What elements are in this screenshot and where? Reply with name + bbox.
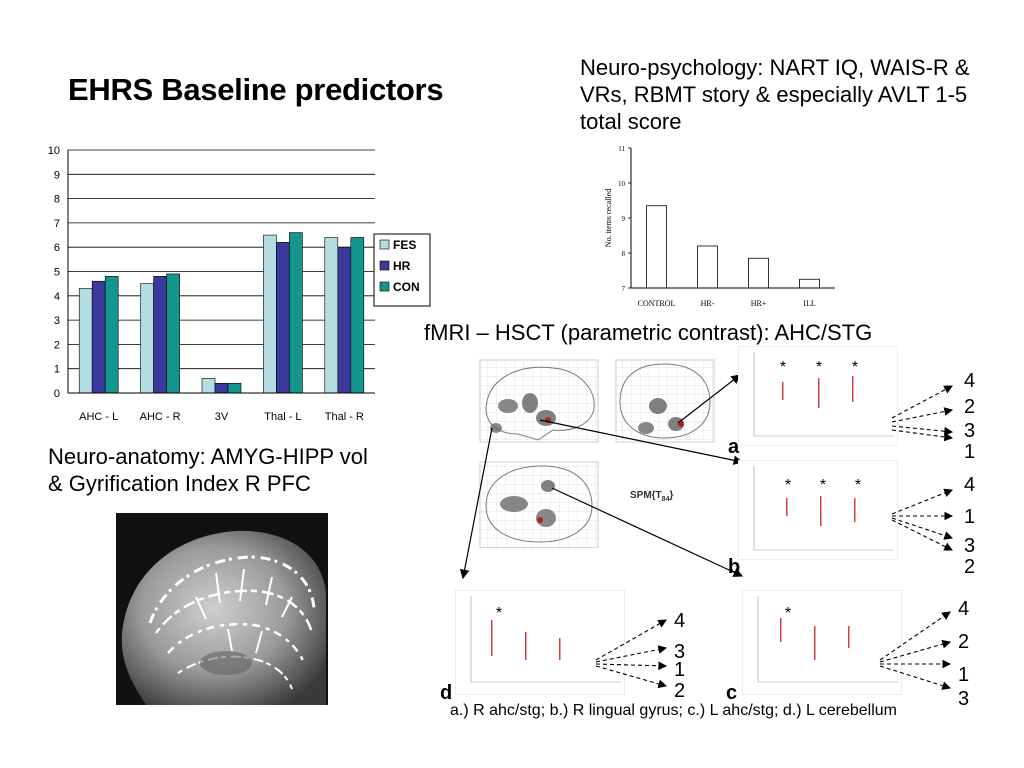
significance-star: * bbox=[785, 605, 791, 622]
coronal-view bbox=[615, 359, 715, 443]
axial-view bbox=[479, 461, 599, 548]
group-number: 3 bbox=[958, 688, 970, 710]
footnote: a.) R ahc/stg; b.) R lingual gyrus; c.) … bbox=[450, 702, 897, 719]
chart-grid bbox=[68, 149, 375, 370]
group-number: 1 bbox=[964, 441, 976, 463]
x-tick-label: CONTROL bbox=[638, 299, 676, 308]
legend-label: CON bbox=[393, 280, 420, 294]
y-tick-label: 8 bbox=[622, 250, 626, 258]
group-number: 4 bbox=[964, 370, 976, 392]
scatter-panel-d: * bbox=[455, 590, 625, 695]
group-number: 2 bbox=[958, 631, 970, 653]
y-tick-label: 10 bbox=[48, 145, 60, 157]
group-number: 3 bbox=[964, 535, 976, 557]
scatter-panel-c: * bbox=[742, 590, 902, 695]
y-tick-label: 9 bbox=[622, 215, 626, 223]
group-number: 1 bbox=[964, 506, 976, 528]
significance-star: * bbox=[820, 477, 826, 494]
arrow-to-panel-a bbox=[677, 374, 741, 424]
sagittal-view bbox=[479, 359, 599, 443]
panel-label-a: a bbox=[728, 436, 740, 458]
x-tick-label: HR+ bbox=[751, 299, 767, 308]
y-tick-label: 8 bbox=[54, 194, 60, 206]
spm-label: SPM{T84} bbox=[630, 490, 673, 503]
mri-brain-image bbox=[116, 513, 328, 705]
panel-label-c: c bbox=[726, 682, 738, 704]
x-tick-label: 3V bbox=[215, 411, 229, 423]
legend-swatch bbox=[379, 260, 390, 271]
significance-star: * bbox=[855, 477, 861, 494]
arrow-to-panel-b bbox=[539, 419, 744, 465]
neuroanatomy-caption: Neuro-anatomy: AMYG-HIPP vol & Gyrificat… bbox=[48, 444, 368, 496]
group-number: 2 bbox=[964, 556, 976, 578]
group-number: 3 bbox=[674, 641, 686, 663]
avlt-bar-chart: 7 8 9 10 11 CONTROL HR- HR+ ILL No. items recal… bbox=[604, 145, 835, 308]
y-tick-label: 1 bbox=[54, 364, 60, 376]
scatter-panel-b: * * * bbox=[738, 460, 898, 560]
chart-legend: FES HR CON bbox=[373, 233, 431, 307]
x-tick-label: AHC - L bbox=[79, 411, 118, 423]
y-tick-label: 10 bbox=[618, 180, 626, 188]
arrow-to-panel-c bbox=[551, 487, 744, 577]
x-tick-label: Thal - L bbox=[264, 411, 301, 423]
y-tick-label: 7 bbox=[54, 218, 60, 230]
panel-label-d: d bbox=[440, 682, 453, 704]
baseline-bar-chart: 0 1 2 3 4 5 6 7 8 9 10 AHC - L AHC - R 3V Thal - L Tha… bbox=[48, 145, 431, 423]
y-tick-label: 7 bbox=[622, 285, 626, 293]
significance-star: * bbox=[780, 359, 786, 376]
significance-star: * bbox=[496, 605, 502, 622]
x-tick-label: HR- bbox=[701, 299, 715, 308]
y-tick-label: 0 bbox=[54, 388, 60, 400]
legend-label: FES bbox=[393, 238, 416, 252]
arrow-to-panel-d bbox=[459, 427, 493, 580]
group-number: 2 bbox=[964, 396, 976, 418]
group-number: 4 bbox=[964, 474, 976, 496]
legend-label: HR bbox=[393, 259, 411, 273]
group-number: 1 bbox=[674, 659, 686, 681]
group-number: 4 bbox=[674, 610, 686, 632]
scatter-panel-a: * * * bbox=[738, 346, 898, 446]
y-axis-label: No. items recalled bbox=[604, 189, 613, 247]
group-number: 2 bbox=[674, 680, 686, 702]
glass-brain-images: SPM{T84} bbox=[479, 359, 715, 548]
significance-star: * bbox=[785, 477, 791, 494]
legend-swatch bbox=[379, 239, 390, 250]
slide-title: EHRS Baseline predictors bbox=[68, 72, 444, 107]
y-axis-ticks: 0 1 2 3 4 5 6 7 8 9 10 bbox=[48, 145, 60, 400]
y-tick-label: 3 bbox=[54, 315, 60, 327]
significance-star: * bbox=[816, 359, 822, 376]
y-tick-label: 2 bbox=[54, 339, 60, 351]
x-axis-ticks: CONTROL HR- HR+ ILL bbox=[638, 299, 816, 308]
x-axis-ticks: AHC - L AHC - R 3V Thal - L Thal - R bbox=[79, 411, 364, 423]
y-tick-label: 11 bbox=[618, 145, 625, 153]
group-number: 4 bbox=[958, 598, 970, 620]
panel-label-b: b bbox=[728, 556, 741, 578]
group-number: 1 bbox=[958, 664, 970, 686]
chart-bars bbox=[646, 205, 820, 289]
y-tick-label: 9 bbox=[54, 169, 60, 181]
y-tick-label: 4 bbox=[54, 291, 60, 303]
fmri-caption: fMRI – HSCT (parametric contrast): AHC/S… bbox=[424, 320, 873, 345]
group-number: 3 bbox=[964, 420, 976, 442]
y-tick-label: 6 bbox=[54, 242, 60, 254]
significance-star: * bbox=[852, 359, 858, 376]
x-tick-label: Thal - R bbox=[325, 411, 364, 423]
y-tick-label: 5 bbox=[54, 267, 60, 279]
x-tick-label: AHC - R bbox=[140, 411, 181, 423]
neuropsych-caption: Neuro-psychology: NART IQ, WAIS-R & VRs,… bbox=[580, 55, 970, 134]
x-tick-label: ILL bbox=[803, 299, 816, 308]
legend-swatch bbox=[379, 281, 390, 292]
